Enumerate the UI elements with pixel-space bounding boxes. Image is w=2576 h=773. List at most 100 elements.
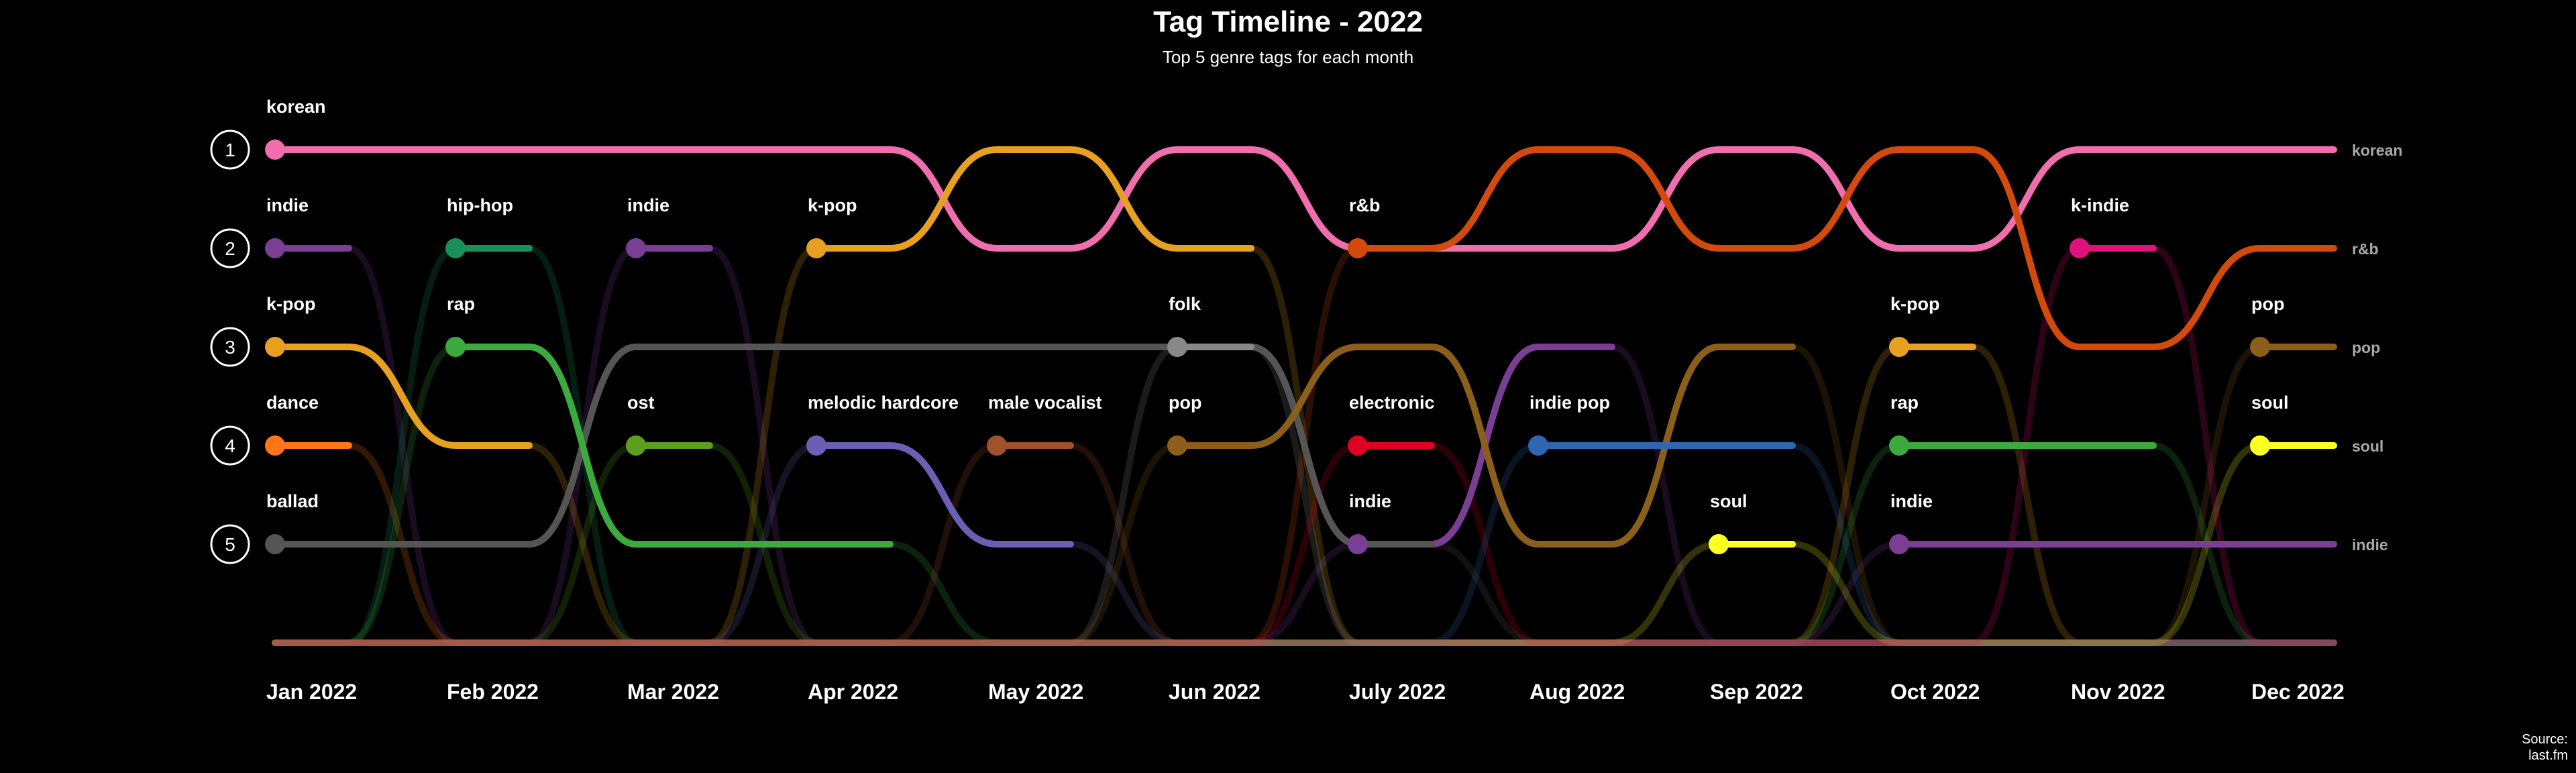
series-entry-connector-soul: [272, 541, 1722, 646]
series-entry-connector-hip-hop: [272, 245, 459, 646]
series-marker-electronic: [1348, 435, 1368, 456]
series-label-k-pop: k-pop: [266, 294, 316, 314]
series-gap-connector-pop: [1789, 344, 2263, 646]
series-exit-connector-ballad: [1428, 541, 2337, 646]
series-marker-ballad: [265, 534, 285, 554]
series-label-k-pop: k-pop: [1890, 294, 1940, 314]
series-marker-indie-pop: [1528, 435, 1548, 456]
series-gap-connector-indie: [1609, 344, 1902, 646]
chart-subtitle: Top 5 genre tags for each month: [1162, 47, 1414, 67]
series-marker-k-pop: [806, 238, 826, 258]
month-label: Jun 2022: [1169, 680, 1260, 704]
rank-circle-2: [210, 228, 250, 268]
rank-number-3: 3: [225, 337, 235, 358]
end-label-korean: korean: [2352, 142, 2402, 159]
rank-number-1: 1: [225, 140, 235, 160]
series-entry-connector-electronic: [272, 442, 1361, 646]
series-label-soul: soul: [1710, 491, 1748, 511]
series-gap-connector-indie: [345, 245, 639, 646]
month-label: Feb 2022: [447, 680, 539, 704]
series-label-indie-pop: indie pop: [1529, 393, 1610, 413]
source-note: Source: last.fm: [2522, 731, 2568, 764]
series-gap-connector-k-pop: [1248, 245, 1902, 646]
series-marker-pop: [2250, 337, 2270, 357]
series-marker-soul: [2250, 435, 2270, 456]
series-label-k-pop: k-pop: [808, 195, 857, 215]
series-label-k-indie: k-indie: [2071, 195, 2129, 215]
rank-circle-4: [210, 425, 250, 466]
rank-circle-5: [210, 524, 250, 564]
series-marker-pop: [1167, 435, 1187, 456]
end-label-randb: r&b: [2352, 240, 2379, 258]
month-label: Mar 2022: [627, 680, 719, 704]
series-exit-connector-ost: [706, 442, 2337, 646]
series-exit-connector-melodic-hardcore: [1067, 541, 2337, 646]
month-label: Jan 2022: [266, 680, 357, 704]
faint-connector-layer: [272, 245, 2337, 646]
series-line-k-pop: [813, 146, 1254, 252]
series-marker-k-pop: [1889, 337, 1909, 357]
series-entry-connector-pop: [272, 442, 1181, 646]
series-marker-korean: [265, 140, 285, 160]
rank-number-4: 4: [225, 435, 235, 456]
series-marker-melodic-hardcore: [806, 435, 826, 456]
series-marker-k-pop: [265, 337, 285, 357]
series-label-male-vocalist: male vocalist: [988, 393, 1102, 413]
series-gap-connector-soul: [1789, 442, 2263, 646]
series-entry-connector-randb: [272, 245, 1361, 646]
series-label-randb: r&b: [1349, 195, 1381, 215]
series-entry-connector-k-indie: [272, 245, 2083, 646]
series-line-ballad: [272, 343, 1435, 548]
month-label: Nov 2022: [2071, 680, 2165, 704]
series-marker-indie: [1348, 534, 1368, 554]
source-value: last.fm: [2528, 748, 2568, 763]
series-label-pop: pop: [1169, 393, 1201, 413]
series-marker-layer: korean indie indie indie indie k-pop k-pop k-po…: [265, 97, 2289, 554]
series-marker-rap: [1889, 435, 1909, 456]
series-line-korean: [272, 146, 2337, 252]
series-gap-connector-k-pop: [526, 245, 820, 646]
series-exit-connector-k-pop: [1970, 344, 2337, 646]
series-exit-connector-male-vocalist: [1067, 442, 2337, 646]
series-line-layer: [272, 146, 2337, 548]
series-label-dance: dance: [266, 393, 319, 413]
series-label-ballad: ballad: [266, 491, 319, 511]
series-marker-soul: [1709, 534, 1729, 554]
series-entry-connector-male-vocalist: [272, 442, 1000, 646]
month-label: Sep 2022: [1710, 680, 1803, 704]
rank-number-5: 5: [225, 534, 235, 555]
series-marker-randb: [1348, 238, 1368, 258]
series-exit-connector-rap: [2150, 442, 2337, 646]
end-label-soul: soul: [2352, 437, 2383, 455]
series-label-pop: pop: [2251, 294, 2284, 314]
month-label: Aug 2022: [1529, 680, 1625, 704]
series-line-melodic-hardcore: [813, 442, 1074, 548]
series-line-k-pop: [272, 344, 533, 449]
series-label-folk: folk: [1169, 294, 1201, 314]
chart-title: Tag Timeline - 2022: [1153, 5, 1423, 38]
month-label: July 2022: [1349, 680, 1446, 704]
series-marker-indie: [1889, 534, 1909, 554]
series-entry-connector-folk: [272, 344, 1181, 646]
month-label: May 2022: [988, 680, 1083, 704]
series-marker-rap: [445, 337, 466, 357]
series-label-melodic-hardcore: melodic hardcore: [808, 393, 959, 413]
series-label-hip-hop: hip-hop: [447, 195, 513, 215]
series-label-korean: korean: [266, 97, 326, 117]
series-marker-dance: [265, 435, 285, 456]
series-marker-indie: [265, 238, 285, 258]
series-exit-connector-dance: [345, 442, 2337, 646]
series-gap-connector-rap: [887, 442, 1902, 646]
source-label: Source:: [2522, 732, 2568, 747]
end-label-indie: indie: [2352, 536, 2388, 554]
series-exit-connector-k-indie: [2150, 245, 2337, 646]
series-label-indie: indie: [1890, 491, 1933, 511]
series-label-electronic: electronic: [1349, 393, 1435, 413]
month-label: Apr 2022: [808, 680, 898, 704]
series-marker-male-vocalist: [987, 435, 1007, 456]
series-entry-connector-rap: [272, 344, 459, 646]
rank-circle-3: [210, 327, 250, 367]
series-entry-connector-indie-pop: [272, 442, 1542, 646]
series-marker-indie: [626, 238, 646, 258]
